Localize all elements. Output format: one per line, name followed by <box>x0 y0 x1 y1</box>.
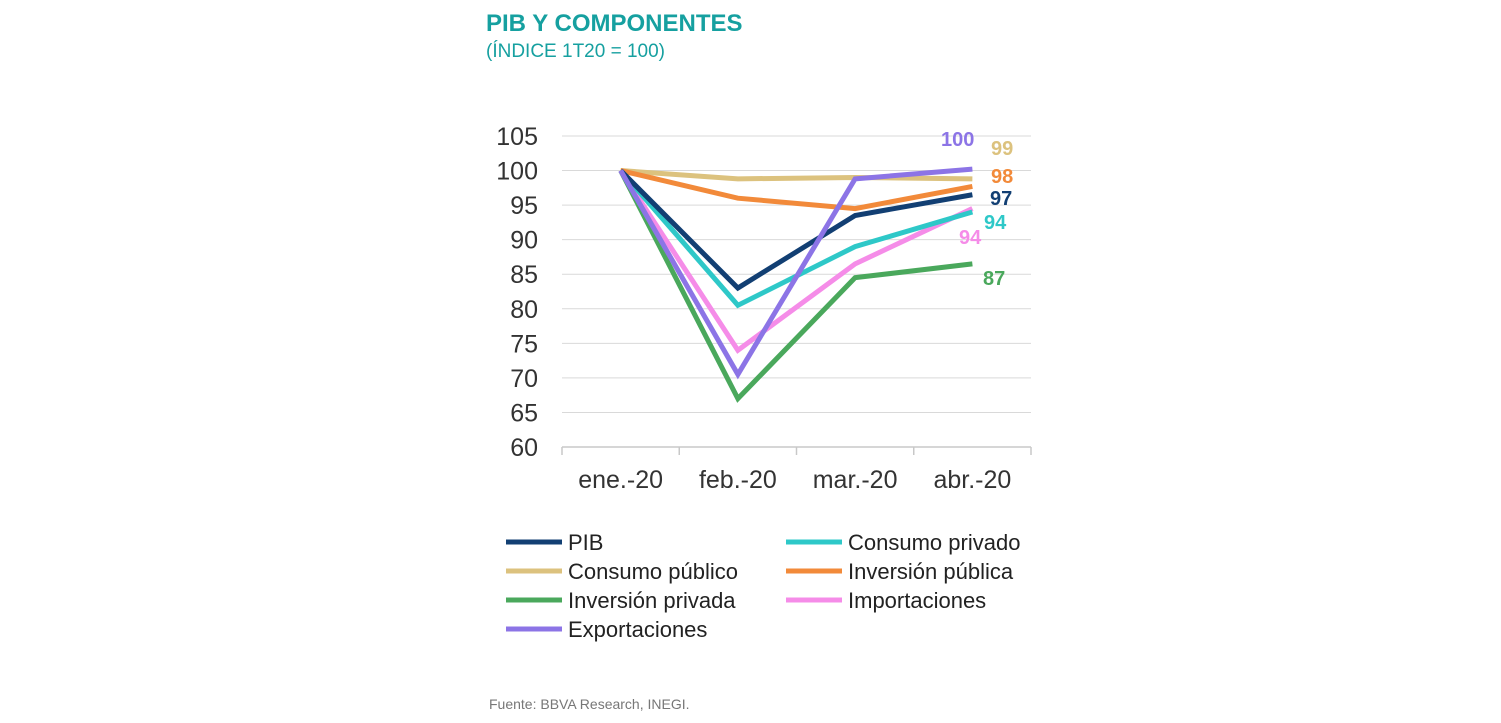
legend-label: Inversión privada <box>568 588 736 613</box>
legend-label: PIB <box>568 530 603 555</box>
x-tick-label: ene.-20 <box>578 466 663 494</box>
series-line-importaciones <box>618 169 974 354</box>
end-label: 99 <box>991 138 1013 160</box>
series-lines <box>618 166 974 403</box>
y-tick-label: 90 <box>510 227 538 255</box>
legend-label: Importaciones <box>848 588 986 613</box>
series-line-pib <box>618 168 973 292</box>
end-label: 98 <box>991 166 1013 188</box>
y-tick-label: 100 <box>496 158 538 186</box>
y-tick-label: 70 <box>510 365 538 393</box>
y-tick-label: 60 <box>510 434 538 462</box>
series-line-inversi-n-p-blica <box>620 168 973 212</box>
y-tick-label: 75 <box>510 330 538 358</box>
end-label: 97 <box>990 188 1012 210</box>
y-tick-label: 65 <box>510 399 538 427</box>
x-tick-label: abr.-20 <box>933 466 1011 494</box>
series-line-consumo-p-blico <box>620 168 973 182</box>
y-tick-label: 80 <box>510 296 538 324</box>
series-line-exportaciones <box>618 166 973 380</box>
legend-label: Consumo público <box>568 559 738 584</box>
legend: PIB Consumo privado Consumo público Inversi… <box>506 530 1020 642</box>
chart-subtitle: (ÍNDICE 1T20 = 100) <box>486 41 665 62</box>
y-tick-label: 85 <box>510 261 538 289</box>
end-label: 94 <box>959 227 982 249</box>
x-tick-label: mar.-20 <box>813 466 898 494</box>
y-axis-ticks: 105 100 95 90 85 80 75 70 65 60 <box>496 123 538 462</box>
end-label: 87 <box>983 268 1005 290</box>
series-line-inversi-n-privada <box>618 169 973 403</box>
legend-label: Exportaciones <box>568 617 707 642</box>
legend-label: Consumo privado <box>848 530 1020 555</box>
chart-title: PIB Y COMPONENTES <box>486 10 743 37</box>
series-line-consumo-privado <box>618 168 974 309</box>
x-tick-label: feb.-20 <box>699 466 777 494</box>
end-label: 100 <box>941 129 974 151</box>
source-note: Fuente: BBVA Research, INEGI. <box>489 696 690 712</box>
y-tick-label: 105 <box>496 123 538 151</box>
y-tick-label: 95 <box>510 192 538 220</box>
legend-label: Inversión pública <box>848 559 1014 584</box>
end-label: 94 <box>984 212 1007 234</box>
x-axis-ticks: ene.-20 feb.-20 mar.-20 abr.-20 <box>578 466 1011 494</box>
